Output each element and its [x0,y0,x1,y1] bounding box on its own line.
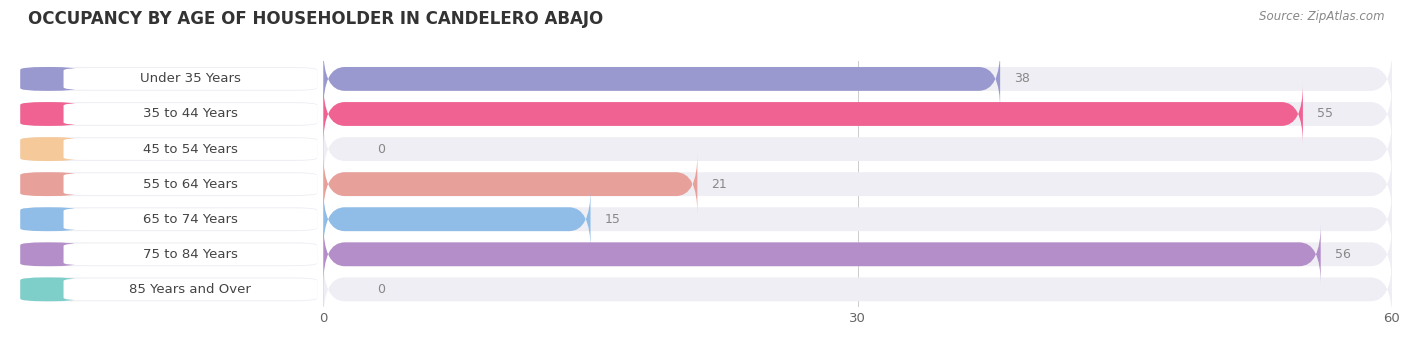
FancyBboxPatch shape [63,68,318,90]
FancyBboxPatch shape [63,173,318,195]
FancyBboxPatch shape [323,259,1392,320]
FancyBboxPatch shape [20,207,76,231]
FancyBboxPatch shape [323,224,1320,284]
Text: 0: 0 [377,283,385,296]
Text: 65 to 74 Years: 65 to 74 Years [143,213,238,226]
FancyBboxPatch shape [20,137,76,161]
FancyBboxPatch shape [63,103,318,125]
FancyBboxPatch shape [20,207,318,231]
FancyBboxPatch shape [20,67,318,91]
Text: 21: 21 [711,178,727,191]
FancyBboxPatch shape [20,242,76,266]
Text: 55 to 64 Years: 55 to 64 Years [143,178,238,191]
FancyBboxPatch shape [20,172,318,196]
Text: 85 Years and Over: 85 Years and Over [129,283,252,296]
FancyBboxPatch shape [20,137,318,161]
FancyBboxPatch shape [63,279,318,300]
FancyBboxPatch shape [323,49,1000,109]
Text: 38: 38 [1014,72,1031,85]
FancyBboxPatch shape [323,84,1303,144]
FancyBboxPatch shape [20,102,318,126]
Text: 75 to 84 Years: 75 to 84 Years [143,248,238,261]
FancyBboxPatch shape [323,119,1392,179]
FancyBboxPatch shape [20,67,76,91]
Text: 56: 56 [1334,248,1351,261]
FancyBboxPatch shape [20,242,318,266]
Text: Under 35 Years: Under 35 Years [141,72,240,85]
FancyBboxPatch shape [323,84,1392,144]
FancyBboxPatch shape [323,189,1392,249]
FancyBboxPatch shape [63,138,318,160]
FancyBboxPatch shape [323,154,697,214]
FancyBboxPatch shape [323,154,1392,214]
FancyBboxPatch shape [323,189,591,249]
Text: 45 to 54 Years: 45 to 54 Years [143,143,238,155]
Text: OCCUPANCY BY AGE OF HOUSEHOLDER IN CANDELERO ABAJO: OCCUPANCY BY AGE OF HOUSEHOLDER IN CANDE… [28,10,603,28]
Text: 35 to 44 Years: 35 to 44 Years [143,107,238,120]
FancyBboxPatch shape [20,278,76,301]
FancyBboxPatch shape [20,172,76,196]
FancyBboxPatch shape [20,102,76,126]
FancyBboxPatch shape [63,208,318,230]
Text: 55: 55 [1317,107,1333,120]
FancyBboxPatch shape [20,278,318,301]
Text: Source: ZipAtlas.com: Source: ZipAtlas.com [1260,10,1385,23]
FancyBboxPatch shape [323,224,1392,284]
FancyBboxPatch shape [63,243,318,265]
Text: 15: 15 [605,213,620,226]
FancyBboxPatch shape [323,49,1392,109]
Text: 0: 0 [377,143,385,155]
